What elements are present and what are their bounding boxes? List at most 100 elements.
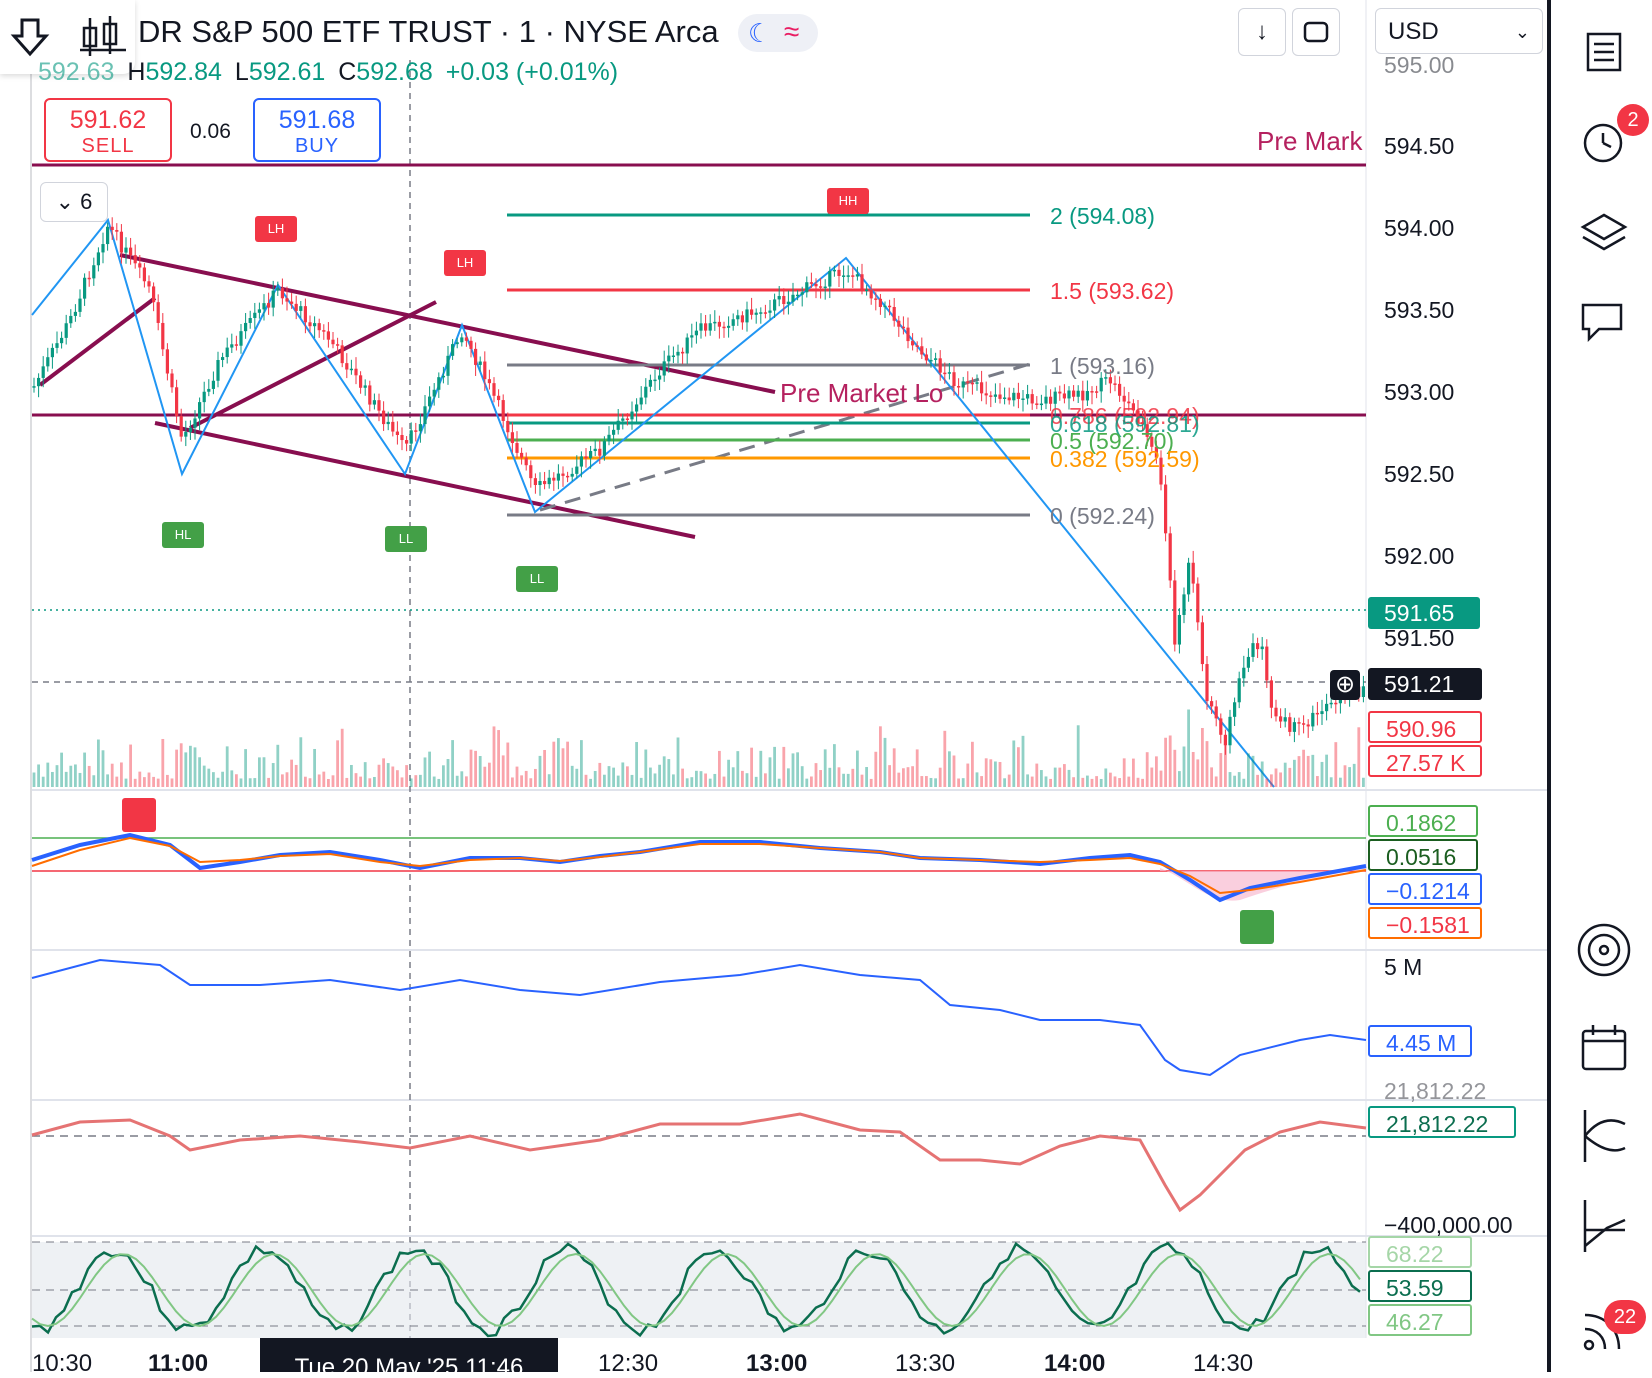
volume-bar — [612, 767, 615, 787]
wave-icon[interactable]: ≈ — [784, 16, 800, 47]
candle — [202, 391, 206, 403]
marker-ll[interactable]: LL — [385, 526, 427, 552]
candle — [340, 345, 344, 364]
candle — [96, 252, 100, 266]
volume-bar — [253, 778, 257, 787]
candle — [299, 306, 303, 311]
volume-bar — [1095, 776, 1098, 787]
volume-bar — [874, 751, 878, 787]
candle — [179, 416, 183, 437]
volume-bar — [276, 744, 280, 787]
candle — [602, 441, 606, 456]
alerts-button[interactable] — [1555, 110, 1652, 170]
indicator-count: 6 — [80, 189, 93, 214]
toggle-pill[interactable]: ☾ ≈ — [738, 14, 818, 52]
candle — [906, 327, 910, 342]
candle — [1173, 580, 1177, 645]
currency-select[interactable]: USD ⌄ — [1375, 8, 1543, 54]
candle — [87, 277, 91, 280]
volume-bar — [327, 778, 330, 787]
candle — [497, 395, 501, 401]
macd-sell-arrow-icon[interactable] — [122, 798, 156, 832]
marker-hh[interactable]: HH — [827, 188, 869, 214]
candle — [1127, 401, 1131, 404]
volume-bar — [235, 774, 238, 787]
download-button[interactable]: ↓ — [1238, 8, 1286, 56]
volume-bar — [437, 778, 441, 787]
volume-bar — [46, 762, 50, 787]
volume-bar — [773, 746, 776, 787]
candle — [308, 322, 312, 327]
volume-bar — [248, 778, 252, 787]
marker-lh[interactable]: LH — [255, 216, 297, 242]
target-button[interactable] — [1555, 920, 1652, 980]
ohlc-low-label: L — [234, 58, 249, 86]
candle — [1136, 410, 1140, 423]
candle — [533, 478, 537, 486]
arrow-down-outline-icon[interactable] — [10, 16, 50, 58]
chart-pattern-button[interactable] — [1555, 1196, 1652, 1256]
price-chart-canvas[interactable] — [0, 0, 1552, 1372]
cum-delta-upper-label: 21,812.22 — [1384, 1078, 1487, 1104]
candle — [414, 430, 418, 432]
candle — [984, 393, 988, 396]
stoch-k-tag: 53.59 — [1368, 1270, 1472, 1302]
macd-buy-arrow-icon[interactable] — [1240, 910, 1274, 944]
candle — [133, 255, 137, 264]
candle — [1141, 422, 1145, 425]
candle — [161, 322, 165, 350]
candle — [331, 339, 335, 345]
candle — [55, 343, 59, 348]
candle — [32, 386, 36, 388]
candlestick-icon[interactable] — [80, 14, 126, 60]
candle — [464, 337, 468, 341]
candle — [957, 386, 961, 388]
candle — [911, 341, 915, 346]
indicator-collapse-button[interactable]: ⌄ 6 — [40, 182, 108, 222]
chart-frame[interactable] — [30, 0, 1551, 1372]
replay-button[interactable] — [1292, 8, 1340, 56]
candle — [1067, 390, 1071, 399]
volume-bar — [736, 751, 740, 787]
strategy-button[interactable] — [1555, 1106, 1652, 1166]
candle — [165, 349, 169, 374]
candle — [244, 322, 248, 332]
layers-button[interactable] — [1555, 205, 1652, 261]
watchlist-button[interactable] — [1555, 24, 1652, 80]
calendar-button[interactable] — [1555, 1020, 1652, 1076]
volume-bar — [764, 773, 767, 787]
chat-button[interactable] — [1555, 296, 1652, 352]
add-alert-plus-icon[interactable]: ⊕ — [1330, 670, 1360, 700]
candle — [717, 321, 721, 327]
marker-ll[interactable]: LL — [516, 566, 558, 592]
volume-bar — [796, 752, 799, 787]
volume-bar — [1132, 758, 1135, 787]
volume-bar — [41, 776, 45, 787]
candle — [1108, 377, 1112, 384]
price-axis-label: 593.00 — [1384, 379, 1455, 405]
sell-button[interactable]: 591.62 SELL — [44, 98, 172, 162]
volume-bar — [1178, 771, 1181, 787]
volume-bar — [938, 767, 942, 787]
candle — [589, 451, 593, 459]
marker-hl[interactable]: HL — [162, 522, 204, 548]
candle — [1145, 424, 1149, 437]
moon-icon[interactable]: ☾ — [748, 18, 772, 48]
candle — [78, 298, 82, 312]
candle — [395, 431, 399, 436]
volume-bar — [1247, 753, 1250, 787]
volume-bar — [1311, 754, 1315, 787]
fib-label-0-618: 0.618 (592.81) — [1050, 411, 1200, 437]
buy-button[interactable]: 591.68 BUY — [253, 98, 381, 162]
volume-bar — [1260, 761, 1264, 787]
candle — [170, 373, 174, 388]
volume-bar — [262, 757, 266, 787]
fib-label-0-382: 0.382 (592.59) — [1050, 446, 1200, 472]
ticker-title[interactable]: DR S&P 500 ETF TRUST · 1 · NYSE Arca — [138, 14, 719, 49]
candle — [869, 289, 873, 299]
candle — [584, 456, 588, 459]
candle — [970, 382, 974, 385]
candle — [386, 421, 390, 425]
marker-lh[interactable]: LH — [444, 250, 486, 276]
candle — [832, 269, 836, 272]
